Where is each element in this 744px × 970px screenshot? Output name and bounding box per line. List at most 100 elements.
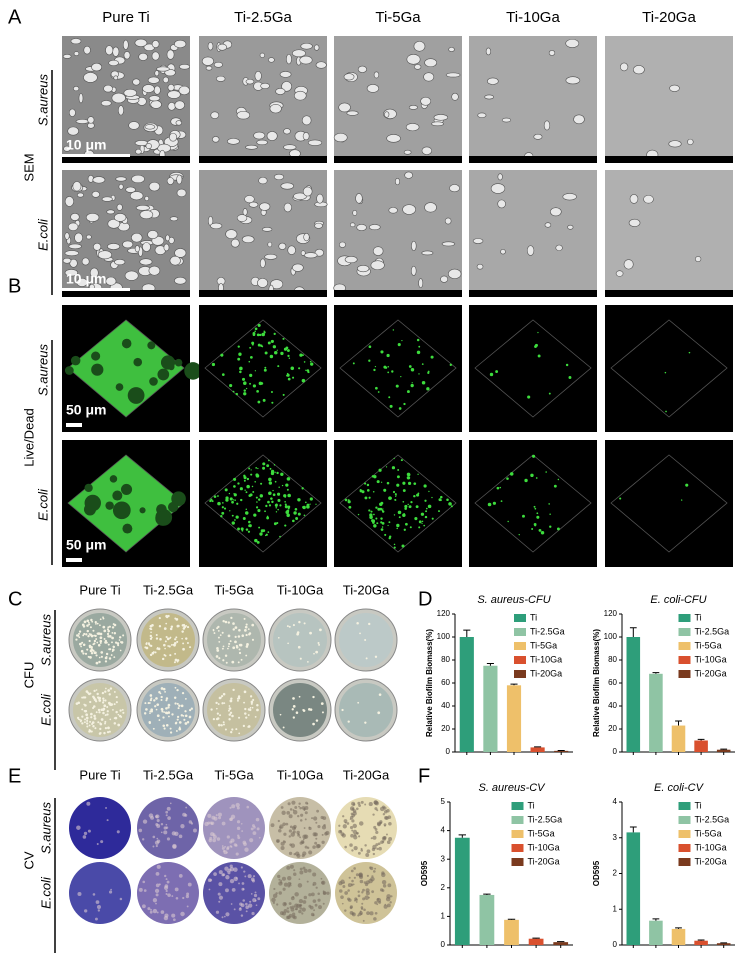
bacterium — [384, 111, 390, 118]
bacterium — [230, 238, 240, 248]
live-cell — [389, 404, 393, 408]
colony — [246, 644, 249, 647]
live-cell — [379, 507, 383, 511]
stain-speck — [207, 878, 212, 883]
live-cell — [228, 492, 231, 495]
colony — [149, 694, 153, 697]
colony — [221, 702, 224, 705]
live-cell — [368, 345, 372, 349]
colony — [107, 689, 111, 692]
stain-speck — [152, 835, 156, 839]
cv-well — [137, 862, 199, 924]
scale-bar — [62, 288, 130, 291]
stain-speck — [302, 866, 306, 870]
live-cell — [306, 369, 310, 372]
legend-swatch — [678, 802, 691, 810]
dark-patch — [112, 501, 131, 520]
bacterium — [386, 134, 401, 143]
live-cell — [408, 365, 412, 368]
colony — [220, 724, 223, 727]
stain-speck — [280, 879, 283, 882]
live-cell — [381, 526, 384, 528]
live-cell — [423, 524, 426, 527]
legend-swatch — [511, 802, 524, 810]
colony — [82, 625, 86, 628]
bar — [530, 747, 545, 752]
sem-image — [199, 36, 327, 163]
live-cell — [557, 478, 560, 481]
live-cell — [264, 366, 267, 369]
colony — [234, 640, 237, 644]
colony — [103, 637, 106, 640]
colony — [184, 722, 188, 725]
stain-speck — [291, 800, 296, 805]
live-cell — [418, 345, 421, 348]
bacterium — [70, 213, 80, 221]
stain-speck — [381, 889, 385, 892]
stain-speck — [299, 867, 303, 871]
bacterium — [175, 120, 182, 126]
colony — [357, 701, 360, 704]
colony — [243, 690, 247, 694]
live-cell — [252, 491, 255, 493]
stain-speck — [353, 835, 358, 840]
stain-speck — [349, 843, 353, 847]
bacterium — [106, 209, 115, 215]
colony — [189, 646, 192, 649]
colony — [176, 625, 179, 628]
bacterium — [497, 173, 503, 181]
colony — [228, 707, 232, 710]
stain-speck — [308, 893, 312, 897]
colony — [107, 726, 110, 730]
legend-swatch — [514, 642, 526, 650]
bacterium — [441, 241, 456, 247]
stain-speck — [288, 829, 292, 833]
colony — [215, 701, 218, 705]
live-cell — [225, 498, 229, 502]
row-label: E.coli — [38, 876, 53, 909]
live-cell — [420, 512, 425, 516]
colony — [219, 714, 222, 717]
dark-patch — [112, 490, 123, 501]
bacterium — [114, 258, 126, 266]
stain-speck — [326, 891, 330, 895]
bacterium — [73, 51, 80, 56]
stain-speck — [165, 889, 168, 893]
stain-speck — [368, 802, 373, 807]
stain-speck — [167, 893, 171, 897]
stain-speck — [224, 845, 227, 848]
colony — [182, 647, 185, 651]
live-cell — [398, 407, 402, 410]
bacterium — [139, 258, 153, 266]
live-cell — [270, 469, 275, 473]
stain-speck — [252, 875, 256, 878]
live-cell — [242, 517, 246, 520]
colony — [235, 644, 239, 648]
stain-speck — [227, 871, 231, 875]
bacterium — [533, 133, 543, 140]
live-cell — [249, 346, 252, 349]
colony — [165, 622, 168, 625]
bacterium — [244, 195, 255, 204]
bacterium — [476, 263, 484, 270]
stain-speck — [374, 807, 378, 811]
colony — [115, 710, 118, 714]
stain-speck — [366, 911, 370, 916]
colony — [113, 703, 116, 706]
column-header: Ti-20Ga — [343, 582, 390, 597]
stain-speck — [252, 898, 257, 903]
bacterium — [292, 49, 306, 58]
live-cell — [402, 500, 405, 503]
bacterium — [372, 246, 384, 256]
stain-speck — [155, 902, 157, 905]
bacterium — [424, 202, 437, 213]
stain-speck — [312, 872, 317, 877]
stain-speck — [147, 907, 151, 911]
stain-speck — [155, 893, 159, 897]
live-dead-image — [334, 440, 462, 567]
colony — [87, 635, 90, 638]
stain-speck — [165, 892, 168, 896]
bacterium — [107, 219, 121, 229]
stain-speck — [229, 840, 233, 844]
colony — [217, 703, 220, 705]
